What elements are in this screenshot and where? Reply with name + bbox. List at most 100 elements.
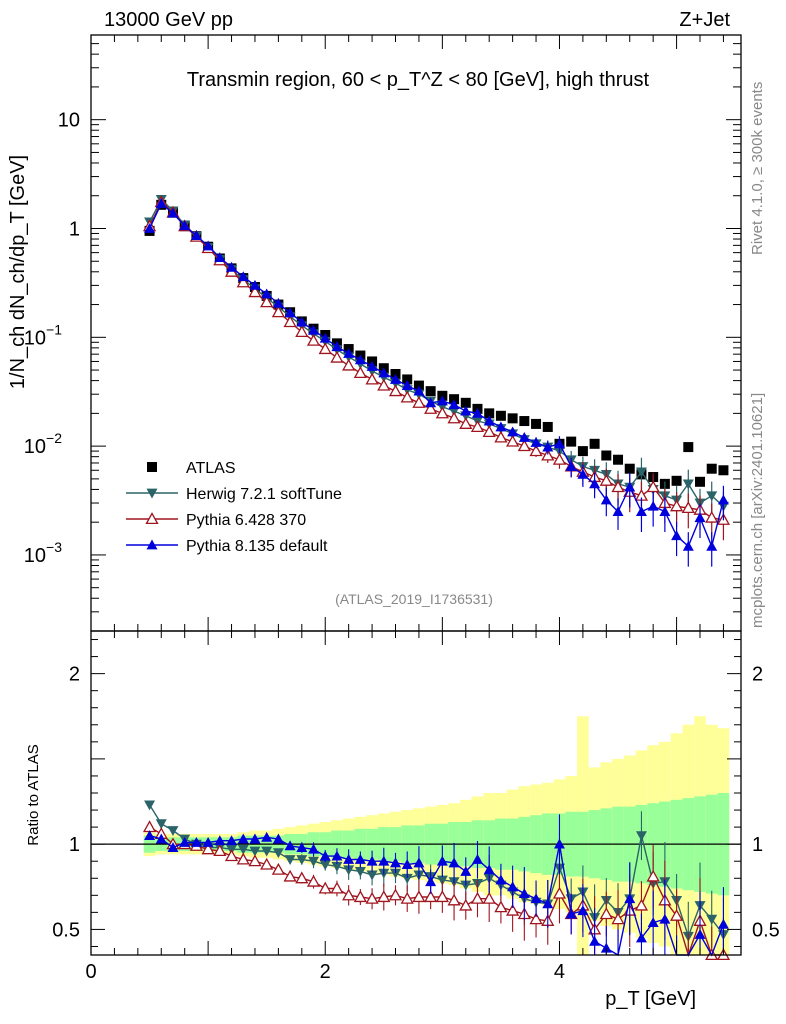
pythia-8-135-default-ratio-point [495,874,507,885]
pythia-6-428-370-main-point [260,295,274,308]
herwig-7-2-1-softtune-ratio-point [706,914,718,925]
pythia-8-135-default-ratio-point [436,855,448,866]
pythia-8-135-default-ratio-point [694,929,706,939]
pythia-6-428-370-main-point [705,510,719,523]
atlas-main-point [566,436,577,447]
pythia-6-428-370-main-point [517,439,531,452]
pythia-6-428-370-ratio-point [306,874,321,887]
legend-marker-pythia-6-428-370 [145,512,159,525]
process-label: Z+Jet [679,9,730,31]
atlas-main-point [624,463,635,474]
pythia-8-135-default-main-point [471,407,483,418]
pythia-8-135-default-ratio-point [600,942,612,953]
pythia-8-135-default-main-point [624,481,636,492]
pythia-8-135-default-main-point [366,360,378,371]
pythia-8-135-default-main-point [589,478,601,489]
x-tick-label: 0 [85,961,96,983]
pythia-6-428-370-ratio-point [377,890,391,903]
pythia-6-428-370-ratio-point [552,886,567,899]
ratio-y-tick-label-right: 2 [752,664,763,686]
herwig-7-2-1-softtune-ratio-point [460,880,472,891]
pythia-8-135-default-ratio-point [507,881,519,892]
pythia-6-428-370-ratio-point [669,908,684,921]
pythia-8-135-default-main-point [647,500,659,511]
energy-label: 13000 GeV pp [104,9,233,31]
y-tick-label: 10−3 [24,539,62,567]
atlas-main-point [484,408,495,419]
herwig-7-2-1-softtune-ratio-point [296,855,308,866]
herwig-7-2-1-softtune-main-point [682,479,694,490]
herwig-7-2-1-softtune-ratio-point [343,865,355,876]
pythia-8-135-default-ratio-point [542,898,554,909]
pythia-8-135-default-main-point [202,240,214,251]
y-tick-exponent: −2 [46,430,62,446]
mcplots-info: mcplots.cern.ch [arXiv:2401.10621] [749,393,766,628]
pythia-8-135-default-main-point [190,230,202,241]
pythia-8-135-default-main-point [319,332,331,343]
pythia-8-135-default-main-point [694,512,706,523]
herwig-7-2-1-softtune-ratio-point [354,867,366,877]
pythia-6-428-370-ratio-point [482,891,496,904]
atlas-main-point [495,410,506,421]
legend-marker-atlas [147,462,157,472]
pythia-8-135-default-ratio-point [261,831,273,842]
pythia-6-428-370-main-point [271,305,285,318]
pythia-6-428-370-main-point [283,315,297,328]
pythia-8-135-default-main-point [296,316,308,327]
pythia-6-428-370-ratio-point [260,857,274,870]
atlas-main-point [460,397,471,408]
pythia-8-135-default-ratio-point [202,836,214,847]
pythia-6-428-370-main-point [400,390,414,403]
pythia-8-135-default-main-point [717,494,729,505]
legend-label-pythia-6-428-370: Pythia 6.428 370 [186,512,306,529]
herwig-7-2-1-softtune-ratio-point [284,855,296,866]
herwig-7-2-1-softtune-ratio-point [366,870,378,881]
pythia-6-428-370-main-point [412,395,426,408]
pythia-6-428-370-main-point [529,444,543,457]
pythia-8-135-default-main-point [272,297,284,308]
ratio-y-tick-label-left: 2 [69,664,80,686]
pythia-6-428-370-main-point [681,501,695,514]
ratio-y-tick-label-left: 1 [69,834,80,856]
pythia-6-428-370-ratio-point [459,898,473,911]
pythia-8-135-default-main-point [214,252,226,263]
pythia-8-135-default-ratio-point [624,893,636,904]
pythia-8-135-default-main-point [460,405,472,416]
herwig-7-2-1-softtune-ratio-point [261,846,273,857]
atlas-main-point [577,446,588,457]
pythia-8-135-default-main-point [226,261,238,272]
y-tick-label: 1 [69,218,80,240]
pythia-6-428-370-ratio-point [412,890,426,903]
pythia-8-135-default-main-point [659,506,671,517]
pythia-8-135-default-main-point [425,397,437,408]
atlas-main-point [413,380,424,391]
pythia-6-428-370-ratio-point [470,891,485,904]
pythia-8-135-default-main-point [261,288,273,299]
pythia-6-428-370-ratio-point [295,871,309,884]
pythia-6-428-370-ratio-point [330,881,344,894]
pythia-8-135-default-main-point [167,207,179,218]
atlas-main-point [531,418,542,429]
pythia-8-135-default-ratio-point [647,917,659,927]
pythia-6-428-370-main-point [318,342,332,355]
pythia-8-135-default-ratio-point [413,857,425,868]
atlas-main-point [683,442,694,453]
herwig-7-2-1-softtune-ratio-point [237,844,249,855]
herwig-7-2-1-softtune-ratio-point [401,873,413,884]
pythia-8-135-default-main-point [542,441,554,452]
pythia-8-135-default-ratio-point [155,833,167,844]
pythia-8-135-default-ratio-point [190,836,202,847]
atlas-main-point [706,463,717,474]
pythia-6-428-370-ratio-point [224,849,239,862]
pythia-8-135-default-ratio-point [226,835,238,846]
pythia-8-135-default-ratio-point [308,843,320,854]
pythia-8-135-default-main-point [390,373,402,384]
pythia-6-428-370-main-point [459,417,473,429]
herwig-7-2-1-softtune-ratio-point [319,860,331,871]
pythia-6-428-370-main-point [482,425,496,437]
atlas-main-point [519,416,530,427]
plot-title: Transmin region, 60 < p_T^Z < 80 [GeV], … [187,69,650,91]
herwig-7-2-1-softtune-ratio-point [272,848,284,859]
pythia-6-428-370-ratio-point [236,852,250,865]
pythia-8-135-default-main-point [577,468,589,479]
